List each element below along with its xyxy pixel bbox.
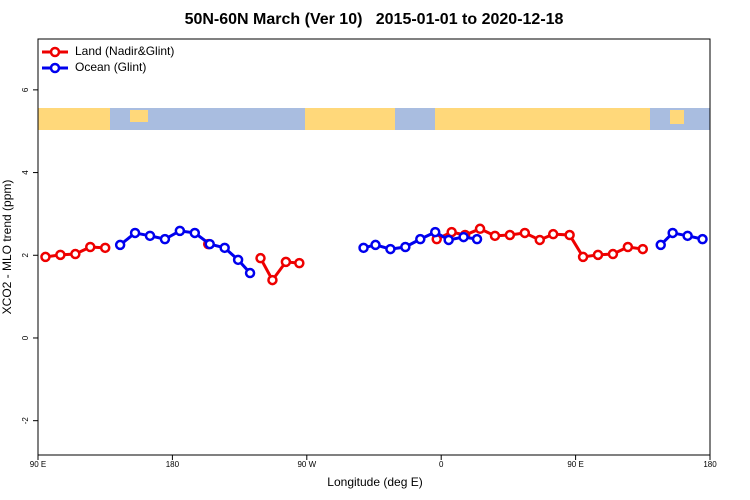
series [114, 225, 708, 279]
point [458, 231, 469, 243]
point [385, 243, 396, 255]
point [55, 249, 66, 261]
point [189, 227, 201, 239]
series-line [119, 229, 252, 275]
x-tick-label: 90 E [567, 460, 583, 469]
x-tick-label: 90 E [30, 460, 46, 469]
point [519, 227, 531, 239]
plot-frame [37, 38, 711, 456]
y-tick-label: -2 [21, 417, 30, 425]
point [114, 239, 126, 251]
point [70, 248, 81, 260]
legend-marker [49, 46, 61, 58]
y-tick-label: 6 [21, 87, 30, 92]
point [85, 241, 96, 253]
point [655, 239, 666, 251]
point [255, 252, 266, 264]
point [474, 223, 486, 235]
point [267, 274, 278, 286]
chart-title: 50N-60N March (Ver 10) 2015-01-01 to 202… [185, 11, 564, 28]
x-tick-label: 90 W [297, 460, 316, 469]
point [174, 225, 186, 237]
point [504, 229, 516, 241]
point [667, 227, 678, 239]
point [607, 248, 619, 260]
point [415, 233, 426, 245]
y-tick-label: 4 [21, 170, 30, 175]
point [577, 251, 589, 263]
series-line [259, 257, 300, 283]
point [429, 226, 441, 238]
legend-marker [49, 62, 61, 74]
y-tick-label: 2 [21, 252, 30, 257]
point [697, 233, 708, 245]
point [489, 230, 501, 242]
point [280, 256, 292, 268]
y-axis-label: XCO2 - MLO trend (ppm) [0, 180, 14, 315]
x-tick-label: 180 [166, 460, 180, 469]
point [232, 254, 244, 266]
point [204, 238, 215, 250]
point [370, 239, 381, 251]
series-line [659, 231, 703, 246]
point [219, 242, 230, 254]
point [564, 229, 575, 241]
point [547, 228, 559, 240]
point [129, 227, 141, 239]
point [534, 234, 546, 246]
x-axis-label: Longitude (deg E) [327, 475, 422, 489]
point [443, 234, 454, 246]
point [400, 241, 411, 253]
y-tick-label: 0 [21, 335, 30, 340]
map-band [38, 108, 710, 130]
point [244, 267, 256, 279]
point [622, 241, 634, 253]
point [471, 233, 483, 245]
point [40, 251, 51, 263]
x-tick-label: 180 [703, 460, 717, 469]
legend-label: Land (Nadir&Glint) [75, 44, 174, 58]
point [294, 257, 305, 269]
legend-label: Ocean (Glint) [75, 60, 146, 74]
point [358, 242, 369, 254]
x-tick-label: 0 [439, 460, 444, 469]
point [682, 230, 693, 242]
point [592, 249, 604, 261]
point [99, 242, 111, 254]
point [159, 233, 171, 245]
point [144, 230, 156, 242]
point [637, 243, 649, 255]
